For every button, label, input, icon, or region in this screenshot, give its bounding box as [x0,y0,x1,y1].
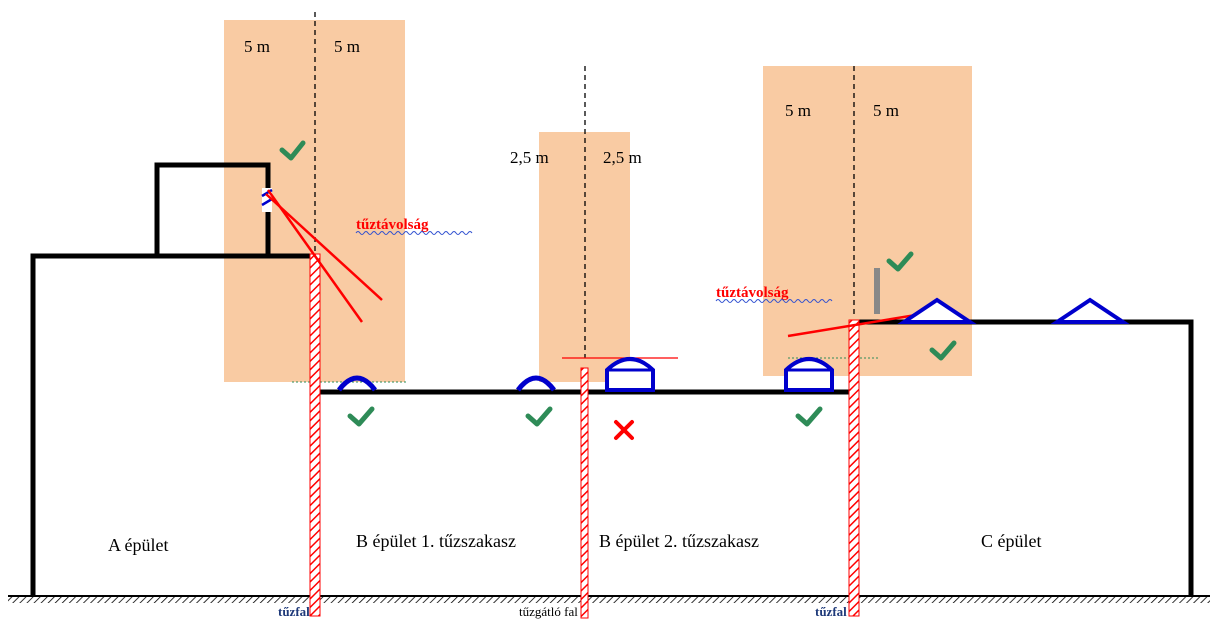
skylight-box-icon-2 [784,357,834,392]
check-icon-4 [795,406,823,427]
check-icon-3 [525,406,553,427]
roof-vent-icon [874,268,880,314]
fire-distance-line-1b [266,189,364,323]
zone-middle-right-label: 2,5 m [603,148,642,167]
building-a-label: A épület [108,535,169,555]
fire-distance-line-1a [265,193,383,301]
cross-icon [614,420,634,440]
zone-left-left-label: 5 m [244,37,270,56]
window-hatch-line-1 [261,188,273,198]
building-c-label: C épület [981,531,1042,551]
fire-distance-line-2 [787,312,923,338]
firewall-left [309,253,321,617]
firewall-right-label: tűzfal [815,604,847,619]
roof-light-triangle-icon-1 [897,297,977,324]
fire-distance-label-1: tűztávolság [356,217,429,233]
fire-barrier-label: tűzgátló fal [519,604,578,619]
building-b1-label: B épület 1. tűzszakasz [356,531,516,551]
fire-barrier-wall [580,367,589,619]
ground-hatch [8,597,1210,603]
building-b2-label: B épület 2. tűzszakasz [599,531,759,551]
zone-middle-left-label: 2,5 m [510,148,549,167]
zone-right-right-label: 5 m [873,101,899,120]
fire-distance-label-2: tűztávolság [716,285,789,301]
building-a-outline [30,253,314,596]
check-icon-2 [347,406,375,427]
firewall-left-label: tűzfal [278,604,310,619]
check-icon-1 [279,140,306,161]
zone-right-left-label: 5 m [785,101,811,120]
check-icon-6 [929,340,957,361]
roof-light-triangle-icon-2 [1050,297,1130,324]
spell-underline-2 [715,299,833,303]
check-icon-5 [886,251,914,272]
firewall-right [848,319,860,617]
skylight-dome-icon-1 [337,375,377,392]
spell-underline-1 [355,231,473,235]
window-hatch-icon [262,188,272,212]
zone-left-right-label: 5 m [334,37,360,56]
window-hatch-line-2 [261,197,273,207]
skylight-box-icon-1 [605,357,655,392]
skylight-dome-icon-2 [516,375,556,392]
